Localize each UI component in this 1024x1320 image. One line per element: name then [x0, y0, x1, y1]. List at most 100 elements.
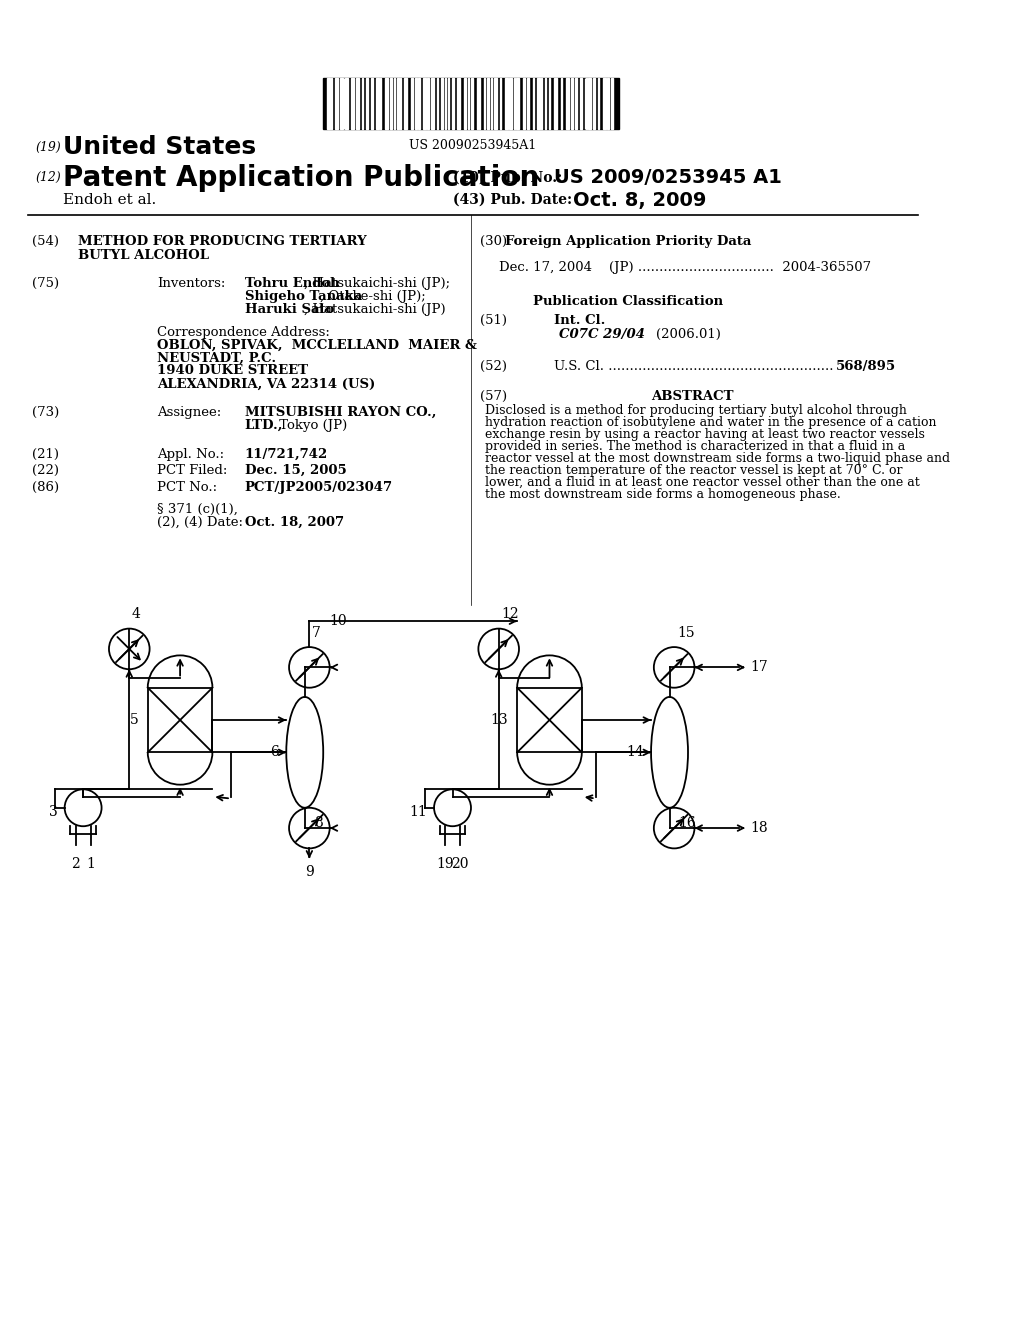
Text: C07C 29/04: C07C 29/04 — [559, 327, 645, 341]
Bar — [560, 78, 562, 129]
Text: , Hatsukaichi-shi (JP): , Hatsukaichi-shi (JP) — [304, 302, 445, 315]
Bar — [611, 78, 613, 129]
Text: 20: 20 — [452, 857, 469, 871]
Text: (86): (86) — [33, 480, 59, 494]
Text: Disclosed is a method for producing tertiary butyl alcohol through: Disclosed is a method for producing tert… — [484, 404, 906, 417]
Text: (52): (52) — [480, 360, 507, 372]
Bar — [494, 78, 497, 129]
Text: (73): (73) — [33, 407, 59, 418]
Text: Tohru Endoh: Tohru Endoh — [245, 277, 339, 290]
Bar — [554, 78, 557, 129]
Text: US 2009/0253945 A1: US 2009/0253945 A1 — [554, 169, 782, 187]
Bar — [376, 78, 379, 129]
Bar — [516, 78, 519, 129]
Bar — [505, 78, 508, 129]
Bar — [380, 78, 381, 129]
Text: 7: 7 — [312, 626, 321, 640]
Text: 5: 5 — [130, 713, 138, 727]
Text: Assignee:: Assignee: — [157, 407, 221, 418]
Text: 8: 8 — [314, 817, 323, 830]
Text: (75): (75) — [33, 277, 59, 290]
Text: the most downstream side forms a homogeneous phase.: the most downstream side forms a homogen… — [484, 488, 841, 502]
Text: § 371 (c)(1),: § 371 (c)(1), — [157, 503, 238, 516]
Text: lower, and a fluid in at least one reactor vessel other than the one at: lower, and a fluid in at least one react… — [484, 477, 920, 490]
Bar — [522, 78, 525, 129]
Text: Foreign Application Priority Data: Foreign Application Priority Data — [505, 235, 752, 248]
Text: , Hatsukaichi-shi (JP);: , Hatsukaichi-shi (JP); — [304, 277, 450, 290]
Text: exchange resin by using a reactor having at least two reactor vessels: exchange resin by using a reactor having… — [484, 428, 925, 441]
Text: (2006.01): (2006.01) — [655, 327, 721, 341]
Bar — [390, 78, 391, 129]
Text: PCT No.:: PCT No.: — [157, 480, 217, 494]
Text: Oct. 18, 2007: Oct. 18, 2007 — [245, 516, 344, 529]
Bar — [324, 78, 618, 129]
Bar — [385, 78, 388, 129]
Text: Publication Classification: Publication Classification — [532, 296, 723, 308]
Text: provided in series. The method is characterized in that a fluid in a: provided in series. The method is charac… — [484, 440, 905, 453]
Text: OBLON, SPIVAK,  MCCLELLAND  MAIER &: OBLON, SPIVAK, MCCLELLAND MAIER & — [157, 339, 477, 351]
Bar — [471, 78, 473, 129]
Text: (30): (30) — [480, 235, 507, 248]
Text: (54): (54) — [33, 235, 59, 248]
Text: 19: 19 — [436, 857, 454, 871]
Bar — [356, 78, 359, 129]
Text: Haruki Sato: Haruki Sato — [245, 302, 334, 315]
Bar — [486, 78, 488, 129]
Text: the reaction temperature of the reactor vessel is kept at 70° C. or: the reaction temperature of the reactor … — [484, 465, 902, 478]
Bar — [566, 78, 569, 129]
Text: , Otake-shi (JP);: , Otake-shi (JP); — [319, 289, 425, 302]
Text: Int. Cl.: Int. Cl. — [554, 314, 605, 326]
Text: 568/895: 568/895 — [836, 360, 896, 372]
Text: (43) Pub. Date:: (43) Pub. Date: — [453, 193, 571, 207]
Bar — [500, 78, 502, 129]
Text: 3: 3 — [48, 805, 57, 820]
Bar — [575, 78, 578, 129]
Text: Tokyo (JP): Tokyo (JP) — [275, 418, 347, 432]
Text: reactor vessel at the most downstream side forms a two-liquid phase and: reactor vessel at the most downstream si… — [484, 453, 950, 465]
Text: METHOD FOR PRODUCING TERTIARY: METHOD FOR PRODUCING TERTIARY — [79, 235, 368, 248]
Text: 10: 10 — [330, 614, 347, 628]
Text: (57): (57) — [480, 391, 507, 404]
Bar — [397, 78, 399, 129]
Bar — [598, 78, 599, 129]
Text: 14: 14 — [626, 746, 644, 759]
Text: Dec. 17, 2004    (JP) ................................  2004-365507: Dec. 17, 2004 (JP) .....................… — [499, 261, 870, 275]
Text: (10) Pub. No.:: (10) Pub. No.: — [453, 170, 562, 185]
Bar — [431, 78, 434, 129]
Text: MITSUBISHI RAYON CO.,: MITSUBISHI RAYON CO., — [245, 407, 436, 418]
Text: 16: 16 — [679, 817, 696, 830]
Text: Oct. 8, 2009: Oct. 8, 2009 — [572, 190, 706, 210]
Bar — [509, 78, 512, 129]
Bar — [335, 78, 338, 129]
Text: (12): (12) — [35, 172, 60, 185]
Text: ALEXANDRIA, VA 22314 (US): ALEXANDRIA, VA 22314 (US) — [157, 378, 375, 391]
Text: 6: 6 — [270, 746, 279, 759]
Bar — [427, 78, 429, 129]
Text: 4: 4 — [132, 607, 141, 622]
Text: (51): (51) — [480, 314, 507, 326]
Bar — [327, 78, 330, 129]
Text: U.S. Cl. .....................................................: U.S. Cl. ...............................… — [554, 360, 834, 372]
Text: ABSTRACT: ABSTRACT — [651, 391, 734, 404]
Bar — [464, 78, 466, 129]
Bar — [411, 78, 413, 129]
Text: Patent Application Publication: Patent Application Publication — [62, 164, 539, 191]
Text: NEUSTADT, P.C.: NEUSTADT, P.C. — [157, 351, 276, 364]
Text: 11/721,742: 11/721,742 — [245, 447, 328, 461]
Bar — [570, 78, 573, 129]
Bar — [593, 78, 595, 129]
Text: hydration reaction of isobutylene and water in the presence of a cation: hydration reaction of isobutylene and wa… — [484, 416, 936, 429]
Bar — [538, 78, 541, 129]
Text: (2), (4) Date:: (2), (4) Date: — [157, 516, 243, 529]
Text: LTD.,: LTD., — [245, 418, 283, 432]
Text: (21): (21) — [33, 447, 59, 461]
Bar — [419, 78, 420, 129]
Text: US 20090253945A1: US 20090253945A1 — [410, 139, 537, 152]
Bar — [340, 78, 343, 129]
Bar — [331, 78, 333, 129]
Text: PCT Filed:: PCT Filed: — [157, 465, 227, 478]
Text: Dec. 15, 2005: Dec. 15, 2005 — [245, 465, 346, 478]
Text: 12: 12 — [502, 607, 519, 622]
Bar — [423, 78, 426, 129]
Text: 1940 DUKE STREET: 1940 DUKE STREET — [157, 364, 308, 378]
